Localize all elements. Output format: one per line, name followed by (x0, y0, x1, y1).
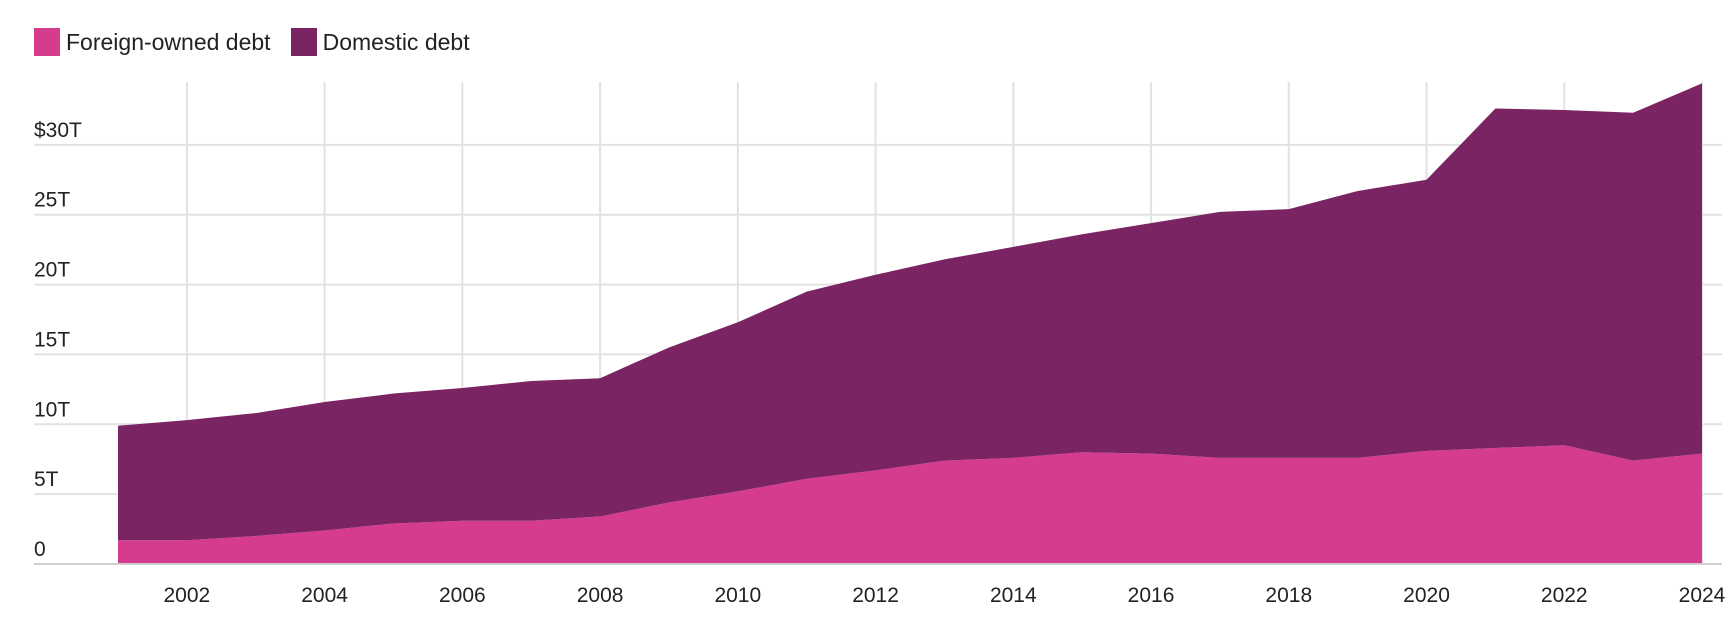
area-series (118, 83, 1702, 564)
legend-swatch-foreign (34, 28, 60, 56)
area-foreign-owned-debt (118, 445, 1702, 564)
x-tick-label-2010: 2010 (714, 584, 761, 607)
legend-item-domestic: Domestic debt (290, 28, 470, 56)
y-tick-label-25T: 25T (34, 189, 70, 212)
y-tick-label-$30T: $30T (34, 119, 82, 142)
y-tick-label-0: 0 (34, 538, 46, 561)
x-tick-label-2008: 2008 (577, 584, 624, 607)
x-tick-label-2020: 2020 (1403, 584, 1450, 607)
area-domestic-debt (118, 83, 1702, 541)
x-tick-label-2016: 2016 (1128, 584, 1175, 607)
x-tick-label-2004: 2004 (301, 584, 348, 607)
y-tick-label-5T: 5T (34, 468, 59, 491)
legend-label-domestic: Domestic debt (322, 28, 470, 55)
x-tick-label-2012: 2012 (852, 584, 899, 607)
x-tick-label-2024: 2024 (1679, 584, 1726, 607)
x-tick-label-2014: 2014 (990, 584, 1037, 607)
chart-legend: Foreign-owned debt Domestic debt (34, 28, 470, 56)
y-tick-label-20T: 20T (34, 259, 70, 282)
x-tick-label-2018: 2018 (1265, 584, 1312, 607)
legend-item-foreign: Foreign-owned debt (34, 28, 271, 56)
legend-label-foreign: Foreign-owned debt (66, 28, 271, 55)
y-tick-label-15T: 15T (34, 328, 70, 351)
axes: 0 5T 10T 15T 20T 25T $30T 2002 2004 2006 2008 2010 2… (34, 119, 1726, 607)
x-tick-label-2006: 2006 (439, 584, 486, 607)
legend-swatch-domestic (290, 28, 317, 56)
x-tick-label-2022: 2022 (1541, 584, 1588, 607)
x-tick-label-2002: 2002 (164, 584, 211, 607)
y-tick-label-10T: 10T (34, 398, 70, 421)
